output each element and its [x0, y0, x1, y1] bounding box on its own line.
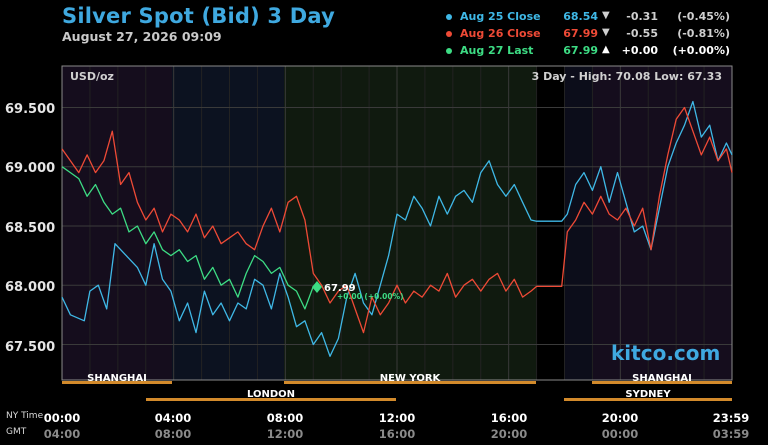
last-price-tag: 67.99: [324, 283, 356, 294]
legend-price: 68.54: [563, 10, 598, 23]
legend-percent: (-0.81%): [677, 27, 730, 40]
series-lines: [61, 100, 733, 357]
new-york-band: [284, 66, 536, 380]
legend-label: Aug 25 Close: [460, 10, 541, 23]
x-tick-gmt: 08:00: [154, 427, 192, 441]
session-label-sydney: SYDNEY: [625, 389, 671, 400]
session-label-shanghai-2: SHANGHAI: [632, 373, 692, 384]
session-label-new-york: NEW YORK: [379, 373, 441, 384]
session-label-london: LONDON: [246, 389, 296, 400]
x-tick-gmt: 00:00: [601, 427, 639, 441]
chart-title: Silver Spot (Bid) 3 Day: [62, 4, 335, 28]
legend-dot-icon: [446, 14, 452, 20]
plot-frame: [61, 65, 733, 381]
session-label-shanghai: SHANGHAI: [87, 373, 147, 384]
shanghai-band-2: [592, 66, 732, 380]
ny-time-label: NY Time: [6, 411, 44, 421]
gmt-label: GMT: [6, 427, 27, 437]
down-arrow-icon: ▼: [602, 27, 610, 38]
units-label: USD/oz: [70, 70, 114, 83]
legend-price: 67.99: [563, 44, 598, 57]
legend-change: -0.31: [626, 10, 658, 23]
shanghai-bar: [62, 381, 172, 384]
legend-dot-icon: [446, 31, 452, 37]
x-tick-ny: 23:59: [712, 411, 750, 425]
x-tick-ny: 16:00: [490, 411, 528, 425]
y-tick-label: 68.000: [5, 280, 56, 295]
x-tick-ny: 08:00: [266, 411, 304, 425]
series-line-2: [61, 166, 314, 310]
london-band: [172, 66, 284, 380]
closed-band: [536, 66, 564, 380]
y-tick-label: 67.500: [5, 340, 56, 355]
legend-change: +0.00: [621, 44, 658, 57]
chart-date: August 27, 2026 09:09: [62, 29, 222, 44]
session-bands: [62, 66, 732, 380]
legend-change: -0.55: [626, 27, 658, 40]
series-line-0: [61, 100, 733, 357]
x-tick-ny: 12:00: [378, 411, 416, 425]
up-arrow-icon: ▲: [602, 44, 610, 55]
sydney-band: [564, 66, 592, 380]
x-tick-gmt: 20:00: [490, 427, 528, 441]
shanghai-bar-2: [592, 381, 732, 384]
session-bars: [62, 381, 732, 401]
x-tick-gmt: 04:00: [43, 427, 81, 441]
x-tick-gmt: 12:00: [266, 427, 304, 441]
down-arrow-icon: ▼: [602, 10, 610, 21]
london-bar: [146, 398, 396, 401]
x-tick-gmt: 03:59: [712, 427, 750, 441]
y-tick-label: 69.500: [5, 102, 56, 117]
x-tick-ny: 00:00: [43, 411, 81, 425]
kitco-logo: kitco.com: [611, 341, 721, 365]
high-low-readout: 3 Day - High: 70.08 Low: 67.33: [531, 70, 722, 83]
x-tick-ny: 04:00: [154, 411, 192, 425]
legend-label: Aug 26 Close: [460, 27, 541, 40]
x-tick-ny: 20:00: [601, 411, 639, 425]
y-tick-label: 69.000: [5, 161, 56, 176]
last-change-tag: +0.00 (+0.00%): [337, 292, 404, 301]
last-price-marker-icon: [312, 281, 322, 293]
shanghai-band: [62, 66, 172, 380]
legend-dot-icon: [446, 48, 452, 54]
new-york-bar: [284, 381, 536, 384]
x-tick-gmt: 16:00: [378, 427, 416, 441]
series-line-1: [61, 106, 733, 334]
legend-percent: (+0.00%): [672, 44, 730, 57]
legend-label: Aug 27 Last: [460, 44, 534, 57]
sydney-bar: [564, 398, 732, 401]
y-tick-label: 68.500: [5, 221, 56, 236]
legend-percent: (-0.45%): [677, 10, 730, 23]
legend-price: 67.99: [563, 27, 598, 40]
